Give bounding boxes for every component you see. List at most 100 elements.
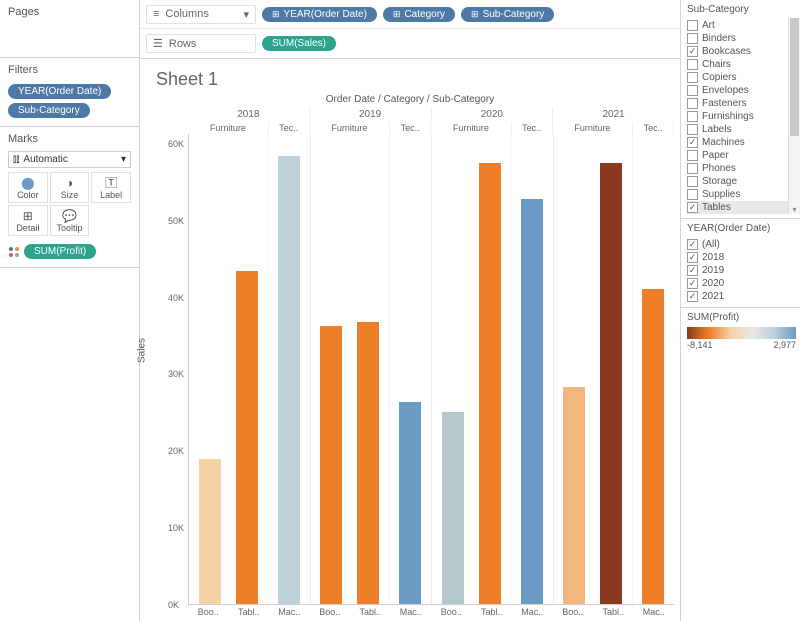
mark-label-button[interactable]: 🅃Label (91, 172, 131, 203)
checkbox[interactable]: ✓ (687, 46, 698, 57)
bar[interactable] (442, 412, 464, 604)
checkbox[interactable] (687, 72, 698, 83)
color-gradient-bar[interactable] (687, 327, 796, 339)
bar[interactable] (357, 322, 379, 604)
bar[interactable] (236, 271, 258, 604)
checkbox[interactable] (687, 98, 698, 109)
subcategory-checkbox-item[interactable]: Envelopes (687, 84, 796, 97)
bar[interactable] (563, 387, 585, 604)
sheet-title[interactable]: Sheet 1 (156, 69, 674, 90)
checkbox[interactable] (687, 59, 698, 70)
checkbox[interactable]: ✓ (687, 239, 698, 250)
checkbox[interactable]: ✓ (687, 278, 698, 289)
checkbox[interactable] (687, 20, 698, 31)
x-label[interactable]: Tabl.. (472, 605, 513, 617)
checkbox[interactable] (687, 189, 698, 200)
x-label[interactable]: Boo.. (553, 605, 594, 617)
category-header[interactable]: Furniture (310, 122, 391, 134)
year-header[interactable]: 2019 (310, 107, 432, 122)
year-header[interactable]: 2018 (188, 107, 310, 122)
rows-shelf[interactable]: ☰Rows SUM(Sales) (140, 29, 680, 58)
mark-size-button[interactable]: ◑Size (50, 172, 90, 203)
marks-type-select[interactable]: ⫾⫾Automatic ▾ (8, 151, 131, 168)
bar[interactable] (199, 459, 221, 604)
filter-pill[interactable]: Sub-Category (8, 103, 90, 118)
x-label[interactable]: Tabl.. (593, 605, 634, 617)
category-header[interactable]: Furniture (553, 122, 634, 134)
year-checkbox-item[interactable]: ✓2018 (687, 251, 796, 264)
subcategory-checkbox-item[interactable]: Labels (687, 123, 796, 136)
column-pill[interactable]: ⊞ Sub-Category (461, 7, 554, 22)
bar[interactable] (479, 163, 501, 604)
checkbox[interactable] (687, 33, 698, 44)
tech-subgroup (390, 134, 431, 604)
year-header-row: 2018201920202021 (188, 107, 674, 122)
filter-pill[interactable]: YEAR(Order Date) (8, 84, 111, 99)
x-label[interactable]: Boo.. (431, 605, 472, 617)
bar[interactable] (278, 156, 300, 604)
bar[interactable] (399, 402, 421, 604)
year-checkbox-item[interactable]: ✓2019 (687, 264, 796, 277)
checkbox[interactable]: ✓ (687, 202, 698, 213)
subcategory-checkbox-item[interactable]: Paper (687, 149, 796, 162)
mark-tooltip-button[interactable]: 💬Tooltip (50, 205, 90, 236)
year-checkbox-item[interactable]: ✓2021 (687, 290, 796, 303)
subcategory-checkbox-item[interactable]: Chairs (687, 58, 796, 71)
column-pill[interactable]: ⊞ YEAR(Order Date) (262, 7, 377, 22)
subcategory-checkbox-item[interactable]: ✓Bookcases (687, 45, 796, 58)
subcategory-checkbox-item[interactable]: Storage (687, 175, 796, 188)
category-header[interactable]: Tec.. (390, 122, 431, 134)
year-checkbox-item[interactable]: ✓2020 (687, 277, 796, 290)
subcategory-checkbox-item[interactable]: ✓Machines (687, 136, 796, 149)
bar[interactable] (320, 326, 342, 604)
category-header[interactable]: Furniture (188, 122, 269, 134)
x-label[interactable]: Mac.. (634, 605, 675, 617)
category-header[interactable]: Tec.. (269, 122, 310, 134)
x-label[interactable]: Boo.. (310, 605, 351, 617)
subcategory-checkbox-item[interactable]: Phones (687, 162, 796, 175)
category-header[interactable]: Tec.. (633, 122, 674, 134)
checkbox[interactable]: ✓ (687, 265, 698, 276)
category-header[interactable]: Furniture (431, 122, 512, 134)
scrollbar-thumb[interactable] (790, 18, 799, 136)
bar[interactable] (521, 199, 543, 604)
checkbox[interactable] (687, 124, 698, 135)
checkbox[interactable] (687, 163, 698, 174)
column-pill[interactable]: ⊞ Category (383, 7, 455, 22)
subcategory-checkbox-item[interactable]: Supplies (687, 188, 796, 201)
marks-profit-pill[interactable]: SUM(Profit) (8, 242, 131, 261)
x-label[interactable]: Mac.. (512, 605, 553, 617)
subcategory-checkbox-item[interactable]: Art (687, 19, 796, 32)
checkbox[interactable] (687, 150, 698, 161)
bar[interactable] (642, 289, 664, 604)
checkbox[interactable] (687, 111, 698, 122)
checkbox[interactable] (687, 85, 698, 96)
subcategory-checkbox-item[interactable]: Binders (687, 32, 796, 45)
x-label[interactable]: Tabl.. (350, 605, 391, 617)
checkbox[interactable]: ✓ (687, 252, 698, 263)
mark-detail-button[interactable]: ⊞Detail (8, 205, 48, 236)
year-header[interactable]: 2020 (432, 107, 554, 122)
mark-color-button[interactable]: ⬤Color (8, 172, 48, 203)
checkbox[interactable] (687, 176, 698, 187)
bar[interactable] (600, 163, 622, 604)
category-header[interactable]: Tec.. (512, 122, 553, 134)
x-axis-labels: Boo..Tabl..Mac..Boo..Tabl..Mac..Boo..Tab… (188, 605, 674, 617)
checkbox[interactable]: ✓ (687, 291, 698, 302)
columns-shelf[interactable]: ≡Columns▾ ⊞ YEAR(Order Date)⊞ Category⊞ … (140, 0, 680, 29)
x-label[interactable]: Mac.. (391, 605, 432, 617)
subcategory-checkbox-item[interactable]: Furnishings (687, 110, 796, 123)
year-header[interactable]: 2021 (553, 107, 674, 122)
checkbox[interactable]: ✓ (687, 137, 698, 148)
subcategory-checkbox-item[interactable]: Copiers (687, 71, 796, 84)
x-label[interactable]: Boo.. (188, 605, 229, 617)
subcategory-checkbox-item[interactable]: Fasteners (687, 97, 796, 110)
x-label[interactable]: Mac.. (269, 605, 310, 617)
row-pill[interactable]: SUM(Sales) (262, 36, 336, 51)
scroll-down-icon[interactable]: ▾ (789, 205, 800, 214)
plot-area[interactable] (188, 134, 674, 605)
x-label[interactable]: Tabl.. (229, 605, 270, 617)
scrollbar[interactable]: ▾ (788, 18, 800, 214)
subcategory-checkbox-item[interactable]: ✓Tables (687, 201, 796, 214)
year-checkbox-item[interactable]: ✓(All) (687, 238, 796, 251)
